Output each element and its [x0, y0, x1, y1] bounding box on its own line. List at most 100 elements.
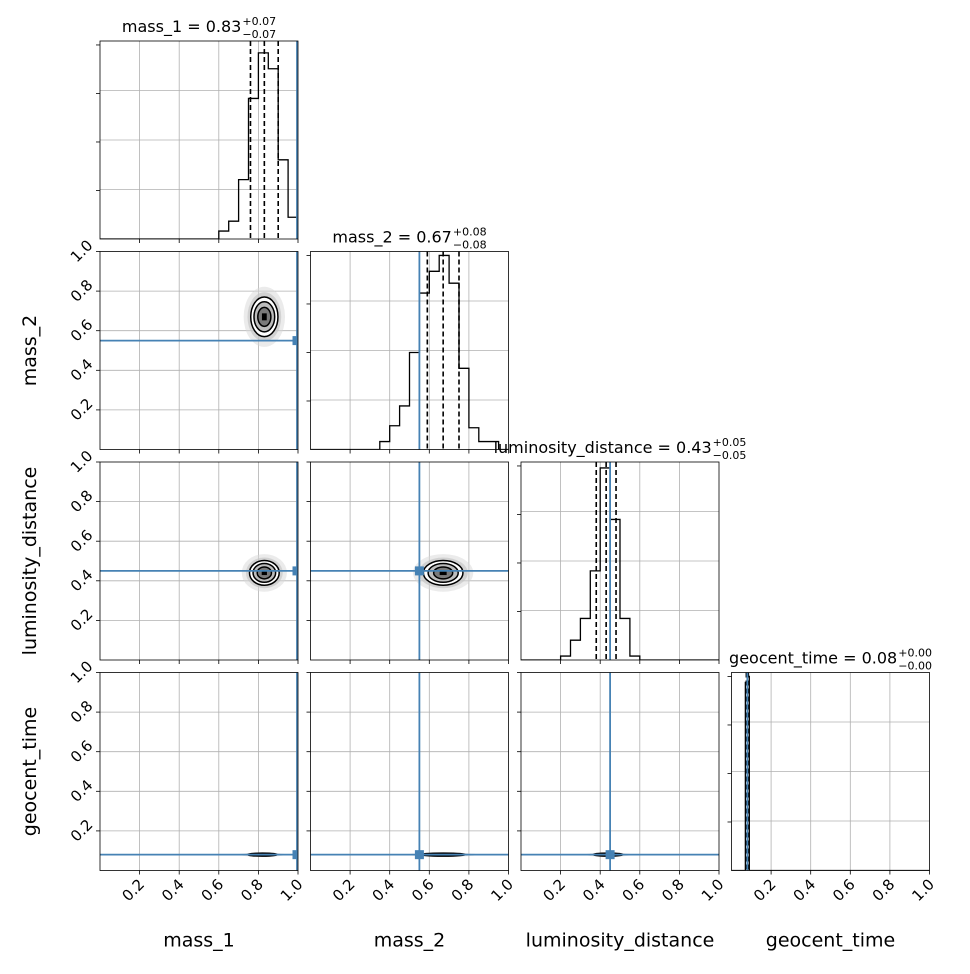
contour-mid: [253, 301, 276, 333]
panel-frame: [99, 251, 299, 450]
truth-marker: [292, 850, 298, 860]
x-axis-label-mass_1: mass_1: [163, 930, 235, 952]
title-minus-mass_1: −0.07: [242, 28, 276, 41]
contour-mid: [252, 562, 277, 584]
contour-outer: [248, 559, 280, 587]
y-axis-label-luminosity_distance: luminosity_distance: [19, 467, 41, 656]
title-minus-mass_2: −0.08: [453, 239, 487, 252]
x-tick-label-mass_2: 0.4: [369, 875, 399, 905]
x-tick-label-mass_1: 1.0: [277, 875, 307, 905]
density-peak: [261, 313, 267, 321]
title-plus-mass_2: +0.08: [453, 226, 487, 239]
x-tick-label-mass_1: 0.8: [237, 875, 267, 905]
panel-grid: [100, 672, 298, 871]
density-mass_2-geocent_time: [310, 672, 509, 871]
y-tick-label-geocent_time: 0.2: [67, 816, 97, 846]
truth-marker: [605, 850, 615, 860]
x-axis-label-mass_2: mass_2: [374, 930, 446, 952]
density-mass_2-luminosity_distance: [310, 462, 509, 660]
x-axis-label-geocent_time: geocent_time: [766, 930, 895, 952]
x-tick-label-mass_1: 0.6: [198, 875, 228, 905]
panel-frame: [99, 461, 299, 661]
x-tick-label-luminosity_distance: 1.0: [698, 875, 728, 905]
x-tick-label-luminosity_distance: 0.6: [619, 875, 649, 905]
panel-grid: [100, 41, 298, 239]
truth-marker: [414, 566, 424, 576]
density-mass_1-mass_2: [100, 251, 298, 450]
y-tick-label-luminosity_distance: 0.6: [67, 526, 97, 556]
y-tick-label-luminosity_distance: 0.8: [67, 486, 97, 516]
y-tick-label-mass_2: 0.4: [67, 355, 97, 385]
panel-frame: [310, 251, 509, 450]
title-main-mass_1: mass_1 = 0.83: [122, 17, 241, 37]
density-peak: [261, 570, 267, 576]
title-group-mass_2: mass_2 = 0.67 +0.08−0.08: [332, 226, 486, 252]
title-main-geocent_time: geocent_time = 0.08: [729, 649, 897, 669]
x-tick-label-mass_2: 0.8: [448, 875, 478, 905]
x-tick-label-mass_2: 1.0: [487, 875, 517, 905]
contour-inner: [432, 566, 454, 580]
density-luminosity_distance-geocent_time: [521, 672, 719, 871]
panel-frame: [310, 461, 509, 661]
title-plus-geocent_time: +0.00: [898, 647, 932, 660]
x-tick-label-luminosity_distance: 0.8: [658, 875, 688, 905]
panel-grid: [310, 462, 509, 660]
histogram-step-mass_1: [100, 52, 298, 239]
contour-outer: [249, 296, 279, 338]
x-tick-label-geocent_time: 0.8: [869, 875, 899, 905]
x-tick-label-geocent_time: 0.4: [790, 875, 820, 905]
y-axis-label-mass_2: mass_2: [19, 315, 41, 387]
y-tick-label-mass_2: 0.2: [67, 395, 97, 425]
histogram-step-luminosity_distance: [521, 467, 719, 660]
x-tick-label-geocent_time: 0.2: [750, 875, 780, 905]
title-plus-luminosity_distance: +0.05: [713, 436, 747, 449]
x-tick-label-geocent_time: 1.0: [908, 875, 938, 905]
panel-frame: [520, 672, 720, 871]
density-mass_1-geocent_time: [100, 672, 298, 871]
panel-grid: [521, 672, 719, 871]
x-tick-label-luminosity_distance: 0.2: [539, 875, 569, 905]
y-tick-label-luminosity_distance: 1.0: [67, 447, 97, 477]
contour-mid: [427, 562, 459, 584]
contour-inner: [257, 306, 272, 328]
y-axis-label-geocent_time: geocent_time: [19, 707, 41, 836]
density-peak: [439, 570, 447, 576]
y-tick-label-geocent_time: 0.4: [67, 776, 97, 806]
title-main-luminosity_distance: luminosity_distance = 0.43: [494, 438, 712, 458]
panel-frame: [731, 672, 930, 871]
title-minus-luminosity_distance: −0.05: [713, 449, 747, 462]
panel-frame: [99, 40, 299, 240]
x-tick-label-mass_1: 0.2: [118, 875, 148, 905]
panel-grid: [521, 462, 719, 660]
y-tick-label-geocent_time: 0.6: [67, 737, 97, 767]
y-tick-label-geocent_time: 0.8: [67, 697, 97, 727]
y-tick-label-luminosity_distance: 0.4: [67, 566, 97, 596]
title-main-mass_2: mass_2 = 0.67: [332, 228, 451, 248]
truth-marker: [292, 566, 298, 576]
x-tick-label-mass_1: 0.4: [158, 875, 188, 905]
title-group-geocent_time: geocent_time = 0.08 +0.00−0.00: [729, 647, 932, 673]
title-minus-geocent_time: −0.00: [898, 660, 932, 673]
contour-inner: [256, 566, 273, 580]
histogram-step-geocent_time: [731, 675, 930, 871]
x-tick-label-geocent_time: 0.6: [829, 875, 859, 905]
panel-grid: [731, 672, 930, 871]
x-tick-label-luminosity_distance: 0.4: [579, 875, 609, 905]
density-mass_1-luminosity_distance: [100, 462, 298, 660]
panel-frame: [310, 672, 509, 871]
y-tick-label-luminosity_distance: 0.2: [67, 605, 97, 635]
title-group-luminosity_distance: luminosity_distance = 0.43 +0.05−0.05: [494, 436, 747, 462]
x-axis-label-luminosity_distance: luminosity_distance: [526, 930, 715, 952]
x-tick-label-mass_2: 0.6: [408, 875, 438, 905]
panel-grid: [310, 251, 509, 450]
y-tick-label-mass_2: 0.8: [67, 276, 97, 306]
histogram-step-mass_2: [310, 254, 509, 450]
truth-marker: [292, 336, 298, 346]
truth-marker: [414, 850, 424, 860]
title-group-mass_1: mass_1 = 0.83 +0.07−0.07: [122, 15, 276, 41]
panel-frame: [520, 461, 720, 661]
x-tick-label-mass_2: 0.2: [329, 875, 359, 905]
panel-grid: [100, 251, 298, 450]
